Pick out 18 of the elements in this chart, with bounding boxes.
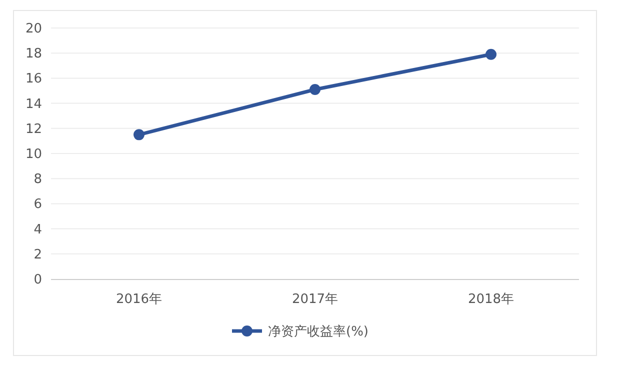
point [134, 129, 144, 140]
point [486, 48, 496, 60]
y-tick-label: 20 [25, 22, 42, 36]
x-tick-label: 2017年 [292, 292, 338, 307]
y-tick-label: 10 [25, 147, 42, 162]
y-tick-label: 12 [25, 122, 42, 137]
x-tick-label: 2018年 [468, 292, 514, 307]
y-tick-label: 6 [34, 197, 42, 212]
x-tick-label: 2016年 [116, 292, 162, 307]
y-tick-label: 18 [25, 46, 42, 62]
y-tick-label: 4 [34, 222, 42, 238]
y-tick-label: 14 [25, 96, 42, 112]
y-tick-label: 2 [34, 247, 42, 262]
y-tick-label: 8 [34, 172, 42, 188]
point [310, 84, 320, 95]
y-tick-label: 0 [34, 272, 42, 288]
y-tick-label: 16 [25, 72, 42, 87]
legend-label: 净资产收益率(%) [268, 324, 368, 340]
